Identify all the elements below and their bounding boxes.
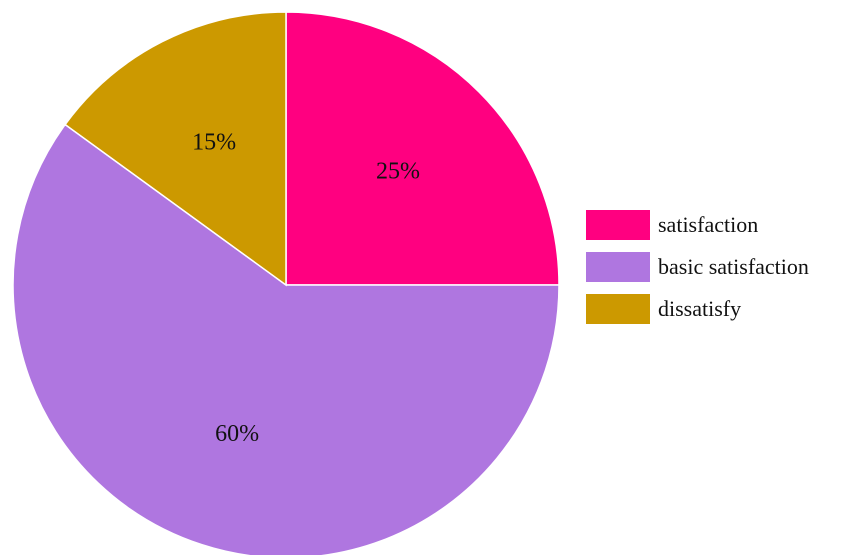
pie-slice-satisfaction xyxy=(285,11,560,286)
legend-swatch xyxy=(586,252,650,282)
slice-value-label: 60% xyxy=(215,421,259,447)
slice-value-label: 15% xyxy=(192,129,236,155)
legend-swatch xyxy=(586,210,650,240)
legend: satisfaction basic satisfaction dissatisfy xyxy=(586,210,809,324)
legend-label: dissatisfy xyxy=(658,296,741,321)
legend-label: basic satisfaction xyxy=(658,254,809,279)
pie-slices xyxy=(12,11,560,555)
pie-value-labels: 25% 60% 15% xyxy=(192,129,420,447)
legend-label: satisfaction xyxy=(658,212,758,237)
pie-slice-basic-satisfaction xyxy=(12,123,560,555)
pie-slice-dissatisfy xyxy=(64,11,287,287)
slice-value-label: 25% xyxy=(376,159,420,185)
legend-swatch xyxy=(586,294,650,324)
